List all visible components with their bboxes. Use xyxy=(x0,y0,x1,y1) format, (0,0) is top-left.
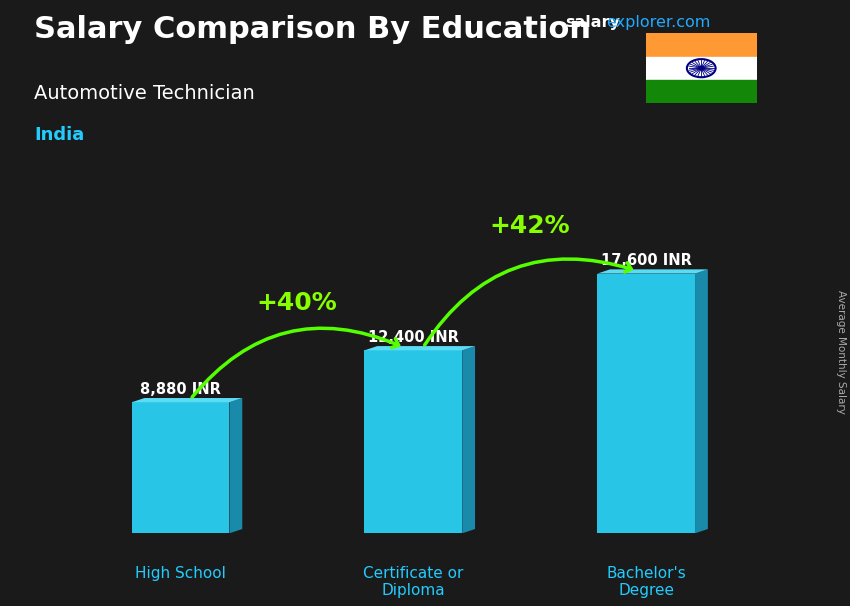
Polygon shape xyxy=(695,269,708,533)
Text: +42%: +42% xyxy=(490,215,570,238)
Polygon shape xyxy=(598,273,695,533)
Text: Automotive Technician: Automotive Technician xyxy=(34,84,255,102)
Polygon shape xyxy=(365,346,475,350)
Text: 12,400 INR: 12,400 INR xyxy=(368,330,459,345)
Bar xyxy=(646,80,756,103)
Polygon shape xyxy=(132,398,242,402)
Text: Certificate or
Diploma: Certificate or Diploma xyxy=(363,566,463,598)
Polygon shape xyxy=(132,402,230,533)
Text: High School: High School xyxy=(135,566,226,581)
Text: Average Monthly Salary: Average Monthly Salary xyxy=(836,290,846,413)
Text: India: India xyxy=(34,126,84,144)
Bar xyxy=(646,33,756,56)
Bar xyxy=(646,56,756,80)
Polygon shape xyxy=(365,350,462,533)
Circle shape xyxy=(699,67,704,70)
Polygon shape xyxy=(462,346,475,533)
Text: 8,880 INR: 8,880 INR xyxy=(140,382,221,397)
Text: Bachelor's
Degree: Bachelor's Degree xyxy=(606,566,686,598)
Text: Salary Comparison By Education: Salary Comparison By Education xyxy=(34,15,591,44)
Text: salary: salary xyxy=(565,15,620,30)
Text: +40%: +40% xyxy=(257,291,337,315)
Polygon shape xyxy=(598,269,708,273)
Polygon shape xyxy=(230,398,242,533)
Text: explorer.com: explorer.com xyxy=(606,15,711,30)
Text: 17,600 INR: 17,600 INR xyxy=(601,253,692,268)
